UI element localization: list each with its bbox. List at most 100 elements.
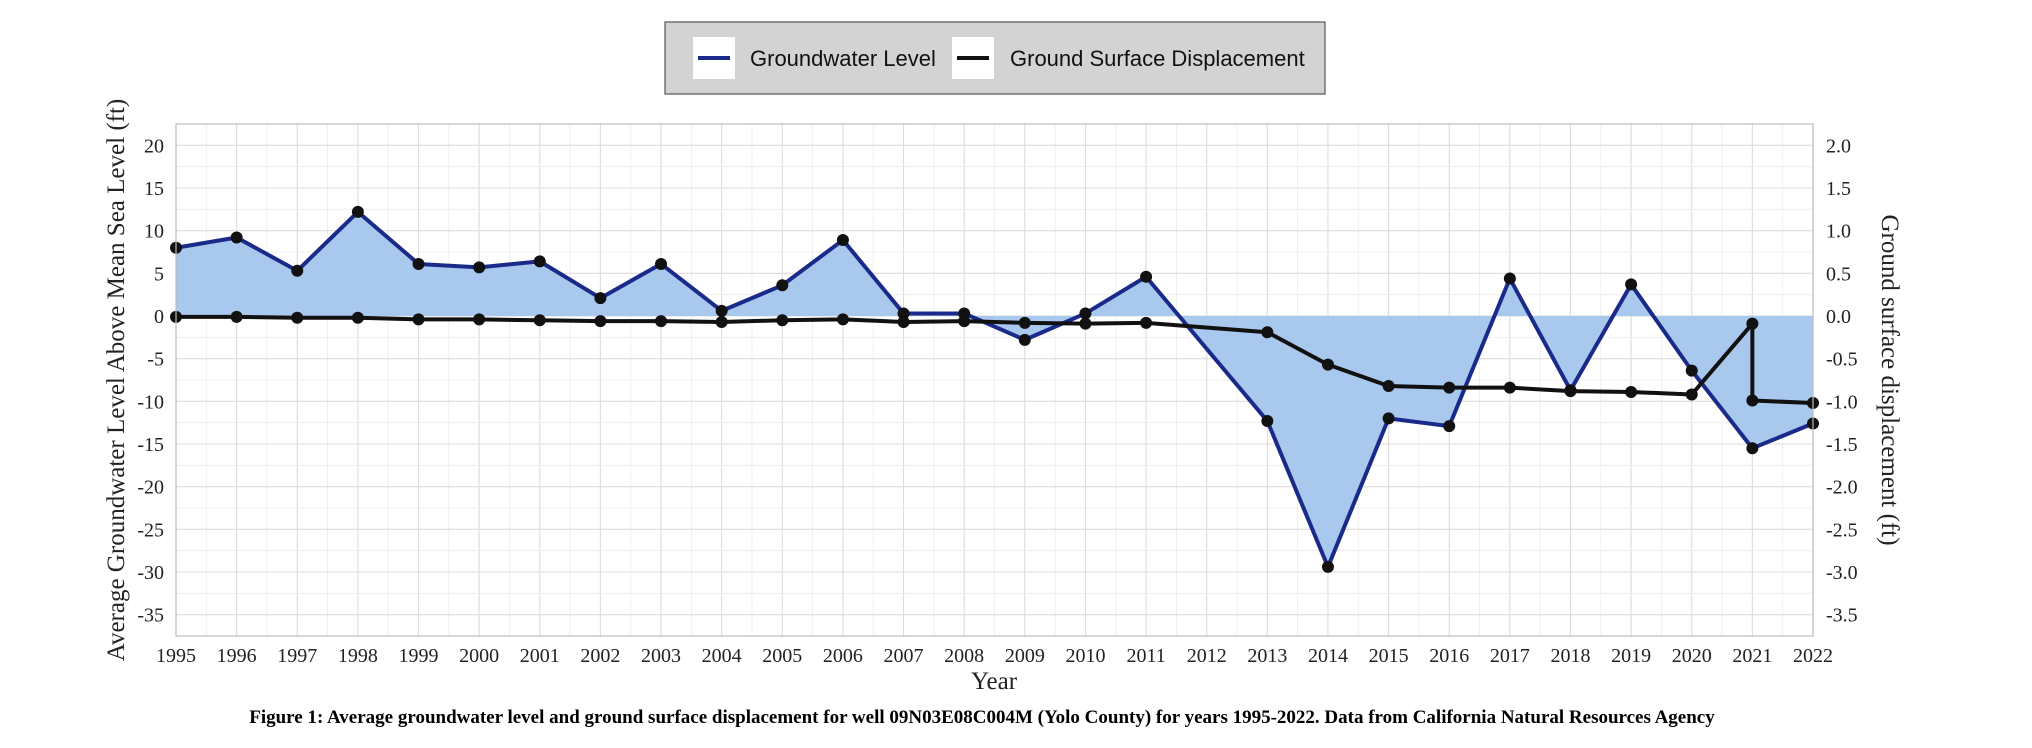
left-y-tick-label: -15 [137,434,164,456]
right-y-tick-label: -2.0 [1826,477,1858,499]
displacement-data-point [655,315,668,328]
left-y-tick-label: 10 [144,221,164,243]
x-tick-label: 2005 [762,645,802,667]
left-y-tick-label: 0 [154,306,164,328]
x-tick-label: 2015 [1369,645,1409,667]
plot-panel-border [175,123,1814,637]
left-y-tick-label: 20 [144,135,164,157]
legend-label-ground-surface-displacement: Ground Surface Displacement [1010,46,1305,71]
displacement-data-point [715,315,728,328]
x-tick-label: 2017 [1490,645,1530,667]
displacement-data-point [836,313,849,326]
x-tick-label: 2006 [823,645,863,667]
right-y-tick-label: 1.5 [1826,178,1851,200]
x-tick-label: 2011 [1126,645,1165,667]
right-y-tick-label: -1.5 [1826,434,1858,456]
displacement-data-point [594,315,607,328]
x-tick-label: 1997 [277,645,317,667]
displacement-data-point [1685,388,1698,401]
x-tick-label: 1995 [156,645,196,667]
groundwater-data-point [897,307,910,320]
x-tick-label: 2018 [1550,645,1590,667]
groundwater-data-point [230,231,243,244]
displacement-data-point [1382,379,1395,392]
left-y-tick-label: -25 [137,519,164,541]
x-axis-title: Year [971,668,1018,695]
x-tick-label: 2012 [1187,645,1227,667]
x-tick-label: 2000 [459,645,499,667]
x-tick-label: 2022 [1793,645,1833,667]
groundwater-data-point [1018,333,1031,346]
left-y-tick-label: -20 [137,477,164,499]
displacement-data-point [1746,317,1759,330]
groundwater-data-point [1443,420,1456,433]
legend-label-groundwater-level: Groundwater Level [750,46,936,71]
x-tick-label: 2004 [702,645,742,667]
legend: Groundwater Level Ground Surface Displac… [664,21,1326,95]
right-y-tick-label: -3.0 [1826,562,1858,584]
x-tick-label: 2008 [944,645,984,667]
x-tick-label: 2020 [1672,645,1712,667]
x-tick-label: 2014 [1308,645,1348,667]
displacement-data-point [1564,385,1577,398]
displacement-data-point [1321,358,1334,371]
groundwater-data-point [1261,414,1274,427]
legend-box [664,21,1326,95]
groundwater-data-point [1685,364,1698,377]
right-y-tick-label: 1.0 [1826,221,1851,243]
right-y-tick-label: -3.5 [1826,605,1858,627]
groundwater-data-point [594,292,607,305]
x-tick-label: 2001 [520,645,560,667]
right-y-tick-label: -1.0 [1826,391,1858,413]
groundwater-data-point [291,264,304,277]
groundwater-data-point [1140,270,1153,283]
displacement-data-point [1079,317,1092,330]
displacement-data-point [291,311,304,324]
displacement-data-point [412,313,425,326]
groundwater-data-point [412,257,425,270]
left-y-tick-label: -10 [137,391,164,413]
left-y-axis-title: Average Groundwater Level Above Mean Sea… [103,99,130,662]
right-y-axis-title: Ground surface displacement (ft) [1876,214,1903,545]
displacement-data-point [1261,326,1274,339]
groundwater-area-fill [176,211,1813,567]
x-tick-label: 2003 [641,645,681,667]
right-y-tick-label: -0.5 [1826,349,1858,371]
right-y-axis-tick-labels: 2.0 1.5 1.0 0.5 0.0 -0.5 -1.0 -1.5 -2.0 -2.5 -3.0 -… [1826,135,1858,626]
groundwater-data-point [351,205,364,218]
groundwater-data-point [776,279,789,292]
right-y-tick-label: -2.5 [1826,519,1858,541]
x-tick-label: 2016 [1429,645,1469,667]
x-tick-label: 2019 [1611,645,1651,667]
left-y-tick-label: -30 [137,562,164,584]
groundwater-data-point [1503,272,1516,285]
right-y-tick-label: 0.5 [1826,263,1851,285]
displacement-data-point [533,314,546,327]
displacement-data-point [351,311,364,324]
figure-caption: Figure 1: Average groundwater level and … [249,707,1715,728]
displacement-data-point [1443,381,1456,394]
groundwater-data-point [473,261,486,274]
x-tick-label: 1996 [217,645,257,667]
displacement-data-point [1503,381,1516,394]
displacement-data-point [1625,385,1638,398]
x-tick-label: 2007 [884,645,924,667]
left-y-tick-label: 5 [154,263,164,285]
groundwater-data-point [655,257,668,270]
x-axis-tick-labels: 1995 1996 1997 1998 1999 2000 2001 2002 2003 2004… [156,645,1833,667]
x-tick-label: 2002 [580,645,620,667]
groundwater-data-point [1321,560,1334,573]
right-y-tick-label: 0.0 [1826,306,1851,328]
groundwater-data-point [1079,307,1092,320]
groundwater-data-point [715,304,728,317]
displacement-data-point [1018,316,1031,329]
right-y-tick-label: 2.0 [1826,135,1851,157]
displacement-data-point [473,313,486,326]
groundwater-data-point [1746,442,1759,455]
left-y-tick-label: -5 [147,349,164,371]
x-tick-label: 2013 [1247,645,1287,667]
groundwater-data-point [1625,278,1638,291]
x-tick-label: 1999 [399,645,439,667]
groundwater-data-point [1382,412,1395,425]
